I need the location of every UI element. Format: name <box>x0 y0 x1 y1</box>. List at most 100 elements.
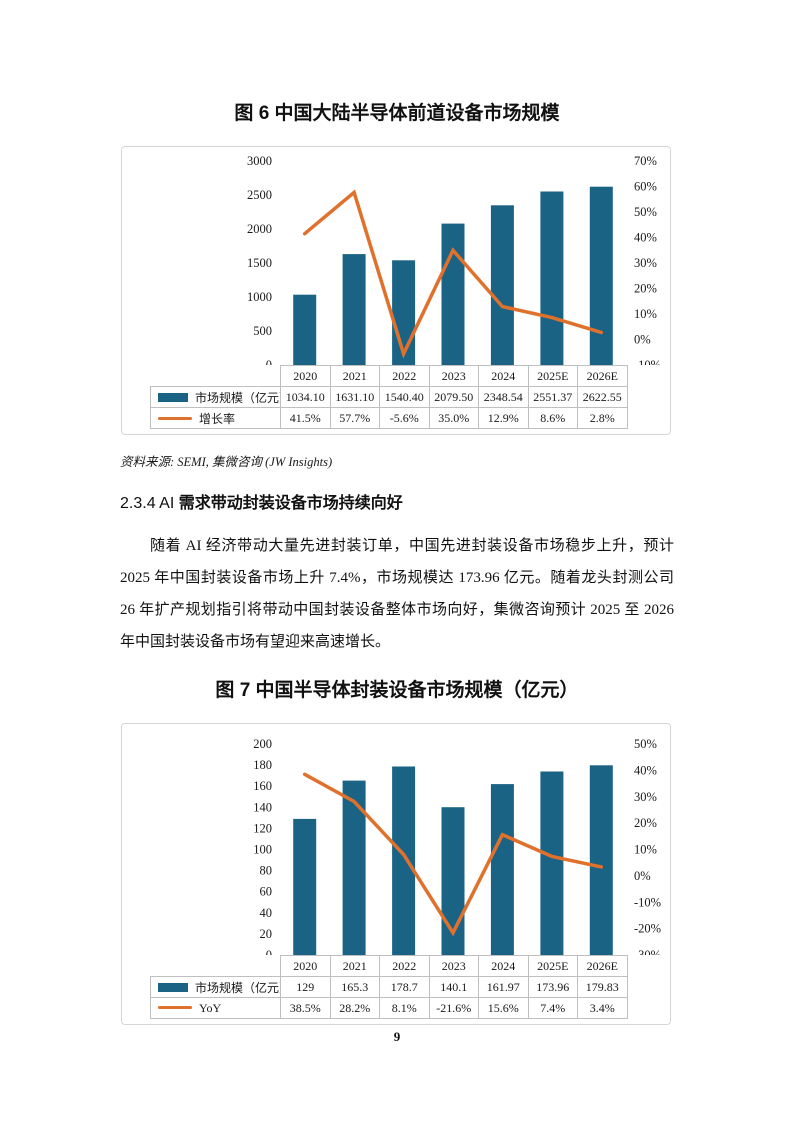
page-number: 9 <box>393 1029 401 1044</box>
bar-2024 <box>490 784 514 955</box>
left-axis-tick: 80 <box>260 864 273 878</box>
left-axis-tick: 500 <box>253 324 272 338</box>
year-cell: 2022 <box>379 955 430 977</box>
right-axis-tick: -30% <box>634 948 661 955</box>
body-paragraph: 随着 AI 经济带动大量先进封装订单，中国先进封装设备市场稳步上升，预计 202… <box>120 538 674 650</box>
figure6-title: 图 6 中国大陆半导体前道设备市场规模 <box>234 103 560 124</box>
right-axis-tick: 40% <box>634 763 657 777</box>
left-axis-tick: 2500 <box>247 188 272 202</box>
right-axis-tick: 30% <box>634 790 657 804</box>
figure6-combo-chart: 0 500 1000 1500 2000 2500 3000 -10% 0% 10% 20% 30% 4… <box>247 154 661 365</box>
bar-2022 <box>392 766 416 955</box>
bar-2025E <box>540 771 564 955</box>
legend-cell: YoY <box>150 997 281 1019</box>
section-heading-text: 需求带动封装设备市场持续向好 <box>178 495 403 512</box>
value-cell: 7.4% <box>527 997 578 1019</box>
series-row-bar: 市场规模（亿元）129165.3178.7140.1161.97173.9617… <box>150 976 628 998</box>
year-cell: 2024 <box>478 955 529 977</box>
value-cell: 41.5% <box>280 407 331 429</box>
section-heading: 2.3.4 AI 需求带动封装设备市场持续向好 <box>120 494 674 514</box>
value-cell: 2079.50 <box>428 386 479 408</box>
figure6-chart-box: 0 500 1000 1500 2000 2500 3000 -10% 0% 10% 20% 30% 4… <box>121 146 671 435</box>
right-axis-tick: -10% <box>634 358 661 365</box>
left-axis-tick: 60 <box>260 885 273 899</box>
year-cell: 2023 <box>428 955 479 977</box>
series-row-line: YoY 38.5% 28.2% 8.1% -21.6% 15.6% 7.4% 3.4% <box>150 997 628 1019</box>
value-cell: 140.1 <box>428 976 479 998</box>
right-axis-tick: -20% <box>634 922 661 936</box>
right-axis-tick: 50% <box>634 205 657 219</box>
series-label: 市场规模（亿元） <box>195 390 280 405</box>
bar-legend-swatch-icon <box>158 983 188 993</box>
bar-2024 <box>490 205 514 365</box>
line-legend-swatch-icon <box>158 417 192 421</box>
series-label: YoY <box>199 1000 222 1015</box>
left-axis-tick: 20 <box>260 927 273 941</box>
bar-2026E <box>589 765 613 955</box>
growth-line <box>302 772 604 937</box>
year-cell: 2020 <box>280 365 331 387</box>
year-cell: 2020 <box>280 955 331 977</box>
series-row-bar: 市场规模（亿元）1034.101631.101540.402079.502348… <box>150 386 628 408</box>
value-cell: -21.6% <box>428 997 479 1019</box>
series-label: 市场规模（亿元） <box>195 980 280 995</box>
right-axis-tick: -10% <box>634 895 661 909</box>
growth-line <box>302 189 604 359</box>
blank-cell <box>151 956 281 977</box>
left-axis-tick: 180 <box>253 758 272 772</box>
left-axis-tick: 160 <box>253 779 272 793</box>
value-cell: 2551.37 <box>527 386 578 408</box>
right-axis-tick: 50% <box>634 737 657 751</box>
left-axis-tick: 1500 <box>247 256 272 270</box>
source-note: 资料来源: SEMI, 集微咨询 (JW Insights) <box>120 455 333 469</box>
year-cell: 2025E <box>527 365 578 387</box>
bar-2023 <box>441 223 465 365</box>
value-cell: 8.1% <box>379 997 430 1019</box>
year-cell: 2022 <box>379 365 430 387</box>
left-axis-tick: 200 <box>253 737 272 751</box>
right-axis-tick: 10% <box>634 843 657 857</box>
right-axis-tick: 30% <box>634 256 657 270</box>
bar-2026E <box>589 186 613 365</box>
bar-legend-swatch-icon <box>158 393 188 403</box>
right-axis-tick: 70% <box>634 154 657 168</box>
year-cell: 2023 <box>428 365 479 387</box>
value-cell: 38.5% <box>280 997 331 1019</box>
legend-cell: 增长率 <box>150 407 281 429</box>
series-label: 增长率 <box>199 411 236 426</box>
year-header-row: 2020 2021 2022 2023 2024 2025E 2026E <box>151 955 628 977</box>
value-cell: 57.7% <box>329 407 380 429</box>
value-cell: 35.0% <box>428 407 479 429</box>
value-cell: 1034.10 <box>280 386 331 408</box>
right-axis-tick: 40% <box>634 231 657 245</box>
line-legend-swatch-icon <box>158 1006 192 1010</box>
value-cell: 165.3 <box>329 976 380 998</box>
value-cell: 179.83 <box>577 976 628 998</box>
left-axis-tick: 40 <box>260 906 273 920</box>
value-cell: 28.2% <box>329 997 380 1019</box>
legend-cell: 市场规模（亿元） <box>150 976 281 998</box>
value-cell: 2.8% <box>577 407 628 429</box>
legend-cell: 市场规模（亿元） <box>150 386 281 408</box>
value-cell: 15.6% <box>478 997 529 1019</box>
section-number: 2.3.4 AI <box>120 495 179 512</box>
year-cell: 2026E <box>577 955 628 977</box>
bar-2020 <box>293 294 317 365</box>
series-row-line: 增长率 41.5% 57.7% -5.6% 35.0% 12.9% 8.6% 2.8% <box>150 407 628 429</box>
figure7-chart-box: 0 20 40 60 80 100 120 140 160 180 200 -30% -20% -10% 0… <box>121 723 671 1025</box>
year-cell: 2025E <box>527 955 578 977</box>
value-cell: 178.7 <box>379 976 430 998</box>
figure6-data-table: 202020212022202320242025E2026E市场规模（亿元）10… <box>150 365 628 429</box>
year-cell: 2026E <box>577 365 628 387</box>
year-header-row: 2020 2021 2022 2023 2024 2025E 2026E <box>151 365 628 387</box>
left-axis-tick: 100 <box>253 843 272 857</box>
year-cell: 2021 <box>329 365 380 387</box>
left-axis-tick: 0 <box>266 948 272 955</box>
left-axis-tick: 2000 <box>247 222 272 236</box>
bar-2020 <box>293 818 317 955</box>
bar-2021 <box>342 254 366 365</box>
value-cell: 161.97 <box>478 976 529 998</box>
figure7-combo-chart: 0 20 40 60 80 100 120 140 160 180 200 -30% -20% -10% 0… <box>253 737 661 955</box>
right-axis-tick: 60% <box>634 180 657 194</box>
